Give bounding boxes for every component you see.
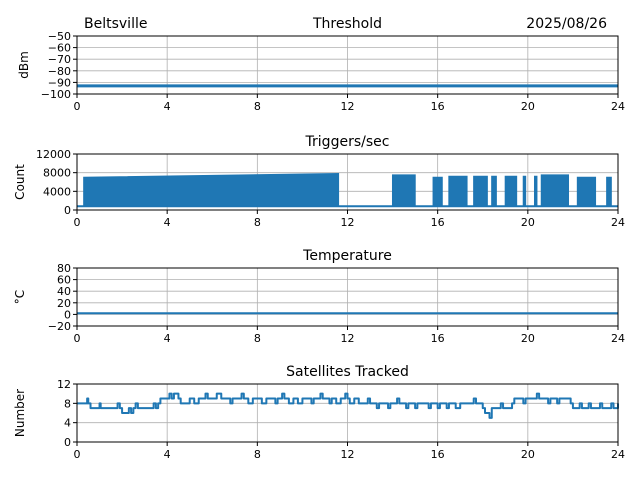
triggers-burst [448, 175, 468, 207]
temperature-xtick-label: 8 [254, 332, 261, 345]
threshold-panel: 0 4 8 12 16 20 24 −50−60−70−80−90−100 Threshold d… [17, 16, 625, 113]
report-date: 2025/08/26 [526, 16, 607, 32]
threshold-xtick-label: 20 [521, 100, 535, 113]
triggers-xtick-label: 12 [341, 216, 355, 229]
temperature-ytick-label: 80 [57, 262, 71, 275]
triggers-burst [391, 174, 416, 207]
threshold-xtick-label: 4 [164, 100, 171, 113]
threshold-ytick-label: −80 [48, 65, 71, 78]
triggers-xtick-label: 8 [254, 216, 261, 229]
temperature-xtick-label: 12 [341, 332, 355, 345]
threshold-ytick-label: −50 [48, 30, 71, 43]
threshold-xtick-label: 24 [611, 100, 625, 113]
threshold-ytick-label: −100 [41, 88, 71, 101]
temperature-ytick-label: 60 [57, 274, 71, 287]
threshold-xtick-label: 16 [431, 100, 445, 113]
satellites-xtick-label: 16 [431, 448, 445, 461]
threshold-ytick-label: −70 [48, 53, 71, 66]
satellites-ytick-label: 8 [64, 397, 71, 410]
triggers-title: Triggers/sec [305, 134, 390, 150]
threshold-xtick-label: 12 [341, 100, 355, 113]
satellites-xtick-label: 4 [164, 448, 171, 461]
triggers-burst [491, 175, 497, 207]
triggers-xtick-label: 4 [164, 216, 171, 229]
triggers-ytick-label: 0 [64, 204, 71, 217]
satellites-xtick-label: 8 [254, 448, 261, 461]
satellites-ytick-label: 4 [64, 417, 71, 430]
triggers-xtick-label: 0 [74, 216, 81, 229]
triggers-panel: 0 4 8 12 16 20 24 0 4000 8000 12000 Triggers/sec Cou… [13, 134, 625, 229]
triggers-ytick-label: 8000 [43, 167, 71, 180]
temperature-xtick-label: 24 [611, 332, 625, 345]
satellites-xtick-label: 20 [521, 448, 535, 461]
satellites-panel: 0 4 8 12 16 20 24 12 8 4 0 Satellites Tracked Number [13, 364, 625, 461]
temperature-ylabel: °C [13, 290, 27, 304]
temperature-ytick-label: 40 [57, 285, 71, 298]
threshold-ytick-label: −60 [48, 42, 71, 55]
triggers-burst [83, 172, 340, 207]
threshold-xtick-label: 8 [254, 100, 261, 113]
triggers-ylabel: Count [13, 164, 27, 200]
triggers-burst [540, 174, 570, 207]
satellites-title: Satellites Tracked [286, 364, 409, 380]
satellites-xtick-label: 12 [341, 448, 355, 461]
satellites-ylabel: Number [13, 389, 27, 437]
station-name: Beltsville [84, 16, 147, 32]
triggers-burst [606, 176, 612, 207]
triggers-xtick-label: 24 [611, 216, 625, 229]
satellites-series-line [77, 392, 619, 419]
temperature-xtick-label: 4 [164, 332, 171, 345]
threshold-ytick-label: −90 [48, 76, 71, 89]
threshold-ylabel: dBm [17, 51, 31, 79]
triggers-xtick-label: 20 [521, 216, 535, 229]
triggers-ytick-label: 4000 [43, 185, 71, 198]
threshold-xtick-label: 0 [74, 100, 81, 113]
triggers-burst [576, 176, 597, 207]
temperature-ytick-label: 0 [64, 308, 71, 321]
triggers-burst [522, 175, 527, 207]
triggers-xtick-label: 16 [431, 216, 445, 229]
triggers-burst [504, 175, 518, 207]
triggers-burst [533, 175, 538, 207]
temperature-title: Temperature [302, 248, 392, 264]
threshold-title: Threshold [312, 16, 382, 32]
triggers-burst [432, 176, 443, 207]
triggers-burst [473, 175, 488, 207]
satellites-xtick-label: 0 [74, 448, 81, 461]
temperature-xtick-label: 20 [521, 332, 535, 345]
satellites-ytick-label: 0 [64, 436, 71, 449]
temperature-xtick-label: 16 [431, 332, 445, 345]
satellites-xtick-label: 24 [611, 448, 625, 461]
triggers-ytick-label: 12000 [36, 148, 71, 161]
chart-panels: 0 4 8 12 16 20 24 −50−60−70−80−90−100 Threshold d… [13, 16, 625, 461]
temperature-ytick-label: 20 [57, 297, 71, 310]
temperature-xtick-label: 0 [74, 332, 81, 345]
temperature-ytick-label: −20 [48, 320, 71, 333]
satellites-ytick-label: 12 [57, 378, 71, 391]
